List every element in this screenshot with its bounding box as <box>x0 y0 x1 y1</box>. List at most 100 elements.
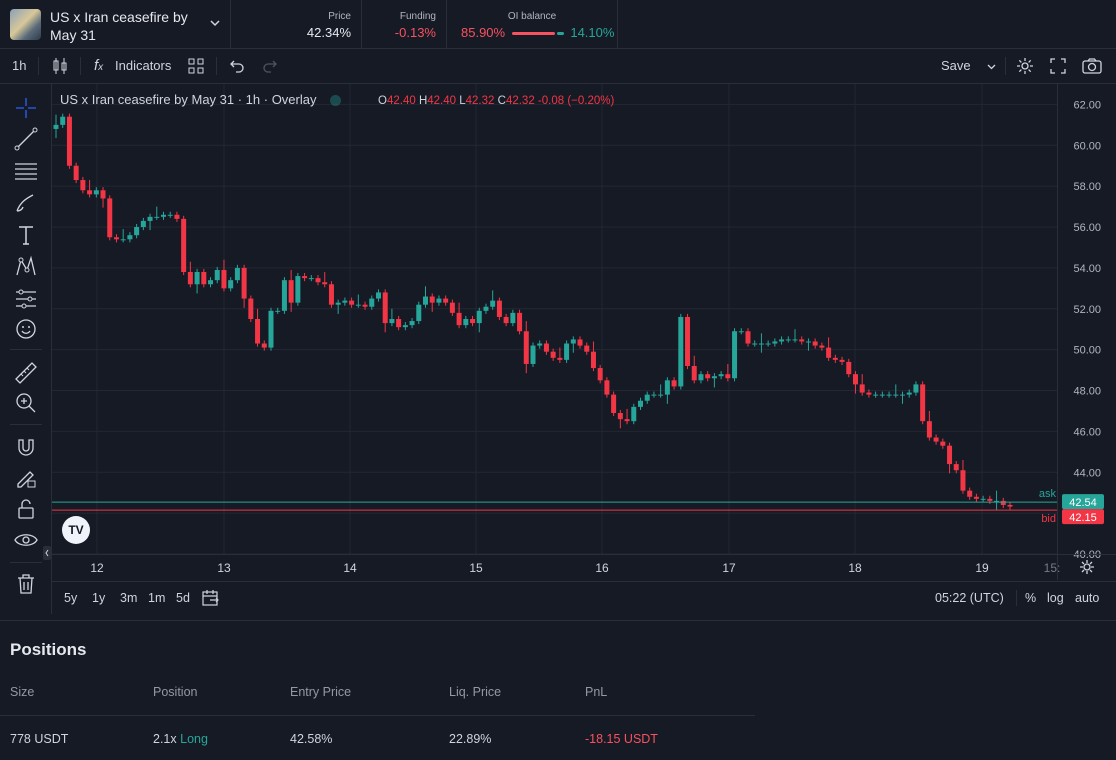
lock-drawing-pencil-icon[interactable] <box>13 465 39 491</box>
candle <box>315 278 321 283</box>
candle <box>852 374 858 385</box>
chevron-down-icon[interactable] <box>210 16 220 30</box>
undo-icon[interactable] <box>230 49 244 83</box>
candle <box>214 269 220 281</box>
candle <box>409 321 415 326</box>
horizontal-lines-icon[interactable] <box>13 158 39 184</box>
interval-button[interactable]: 1h <box>12 58 27 73</box>
ask-price-tag-label: 42.54 <box>1069 497 1097 509</box>
candle <box>530 345 536 364</box>
tradingview-logo[interactable]: TV <box>62 516 90 544</box>
candle <box>416 304 422 322</box>
time-readout[interactable]: 05:22 (UTC) <box>935 591 1004 605</box>
candle <box>140 220 146 228</box>
brush-icon[interactable] <box>13 190 39 216</box>
settings-gear-icon[interactable] <box>1016 49 1034 83</box>
axis-settings-gear-icon[interactable] <box>1080 560 1094 574</box>
pattern-tool-icon[interactable] <box>13 254 39 280</box>
fullscreen-icon[interactable] <box>1050 49 1066 83</box>
percent-toggle[interactable]: % <box>1025 591 1037 605</box>
candle <box>624 419 630 422</box>
candle <box>167 214 173 216</box>
range-button-3m[interactable]: 3m <box>120 591 138 605</box>
range-button-1m[interactable]: 1m <box>148 591 166 605</box>
toolbar-divider <box>216 57 217 75</box>
candle <box>362 304 368 307</box>
toolbar-divider <box>10 562 42 563</box>
candle <box>577 339 583 346</box>
price-chart[interactable]: 62.00 60.00 58.00 56.00 54.00 52.00 50.00 48.00… <box>52 84 1116 580</box>
redo-icon[interactable] <box>263 49 277 83</box>
candle <box>510 312 516 324</box>
save-button[interactable]: Save <box>941 58 971 73</box>
candle <box>255 319 261 344</box>
candle <box>181 218 187 272</box>
candle-type-icon[interactable] <box>52 49 68 83</box>
y-axis-tick-label: 62.00 <box>1073 99 1101 111</box>
eye-icon[interactable] <box>13 527 39 553</box>
candle <box>228 280 234 289</box>
trash-icon[interactable] <box>13 571 39 597</box>
candle <box>87 190 93 195</box>
candle <box>127 235 133 240</box>
top-bar: US x Iran ceasefire by May 31 Price 42.3… <box>0 0 1116 49</box>
log-toggle[interactable]: log <box>1047 591 1064 605</box>
candle <box>147 216 153 221</box>
candle <box>456 312 462 326</box>
candle <box>866 392 872 395</box>
save-menu-chevron-icon[interactable] <box>987 49 996 83</box>
range-button-5d[interactable]: 5d <box>176 591 190 605</box>
candle <box>288 280 294 303</box>
indicators-button[interactable]: Indicators <box>115 58 172 73</box>
oi-long-value: 85.90% <box>461 25 506 40</box>
ruler-icon[interactable] <box>13 360 39 386</box>
prediction-tool-icon[interactable] <box>13 286 39 312</box>
collapse-toolbar-icon[interactable] <box>43 546 51 560</box>
emoji-icon[interactable] <box>13 316 39 342</box>
range-button-5y[interactable]: 5y <box>64 591 78 605</box>
candle <box>732 331 738 379</box>
candle <box>281 280 287 311</box>
candle <box>107 198 113 238</box>
auto-toggle[interactable]: auto <box>1075 591 1100 605</box>
candle <box>812 341 818 346</box>
candle <box>100 190 106 199</box>
candle <box>73 165 79 181</box>
position-direction: Long <box>180 732 208 746</box>
toolbar-divider <box>10 424 42 425</box>
range-button-1y[interactable]: 1y <box>92 591 106 605</box>
market-selector[interactable]: US x Iran ceasefire by May 31 <box>0 0 231 48</box>
candle <box>859 384 865 393</box>
zoom-in-icon[interactable] <box>13 390 39 416</box>
trend-line-icon[interactable] <box>13 126 39 152</box>
candle <box>349 300 355 305</box>
candle <box>328 284 334 305</box>
screenshot-camera-icon[interactable] <box>1082 49 1102 83</box>
x-axis-tick-label: 12 <box>90 561 104 575</box>
candle <box>221 269 227 289</box>
candle <box>597 368 603 381</box>
date-range-icon[interactable] <box>202 582 220 614</box>
column-header-pnl: PnL <box>585 685 608 699</box>
crosshair-icon[interactable] <box>13 95 39 121</box>
chart-toolbar: 1h fx Indicators Save <box>0 49 1116 84</box>
candle <box>590 351 596 369</box>
oi-long-bar <box>511 32 555 36</box>
candle <box>503 316 509 324</box>
candle <box>584 345 590 352</box>
candle <box>564 343 570 360</box>
market-thumbnail <box>10 9 41 40</box>
layouts-icon[interactable] <box>188 49 204 83</box>
unlock-icon[interactable] <box>13 496 39 522</box>
magnet-icon[interactable] <box>13 434 39 460</box>
y-axis-tick-label: 58.00 <box>1073 181 1101 193</box>
column-header-size: Size <box>10 685 35 699</box>
candle <box>295 276 301 303</box>
position-entry-price: 42.58% <box>290 732 333 746</box>
drawing-toolbar <box>0 84 52 614</box>
candle <box>93 190 99 195</box>
candle <box>543 343 549 352</box>
candle <box>611 394 617 413</box>
candle <box>335 302 341 305</box>
text-tool-icon[interactable] <box>13 222 39 248</box>
